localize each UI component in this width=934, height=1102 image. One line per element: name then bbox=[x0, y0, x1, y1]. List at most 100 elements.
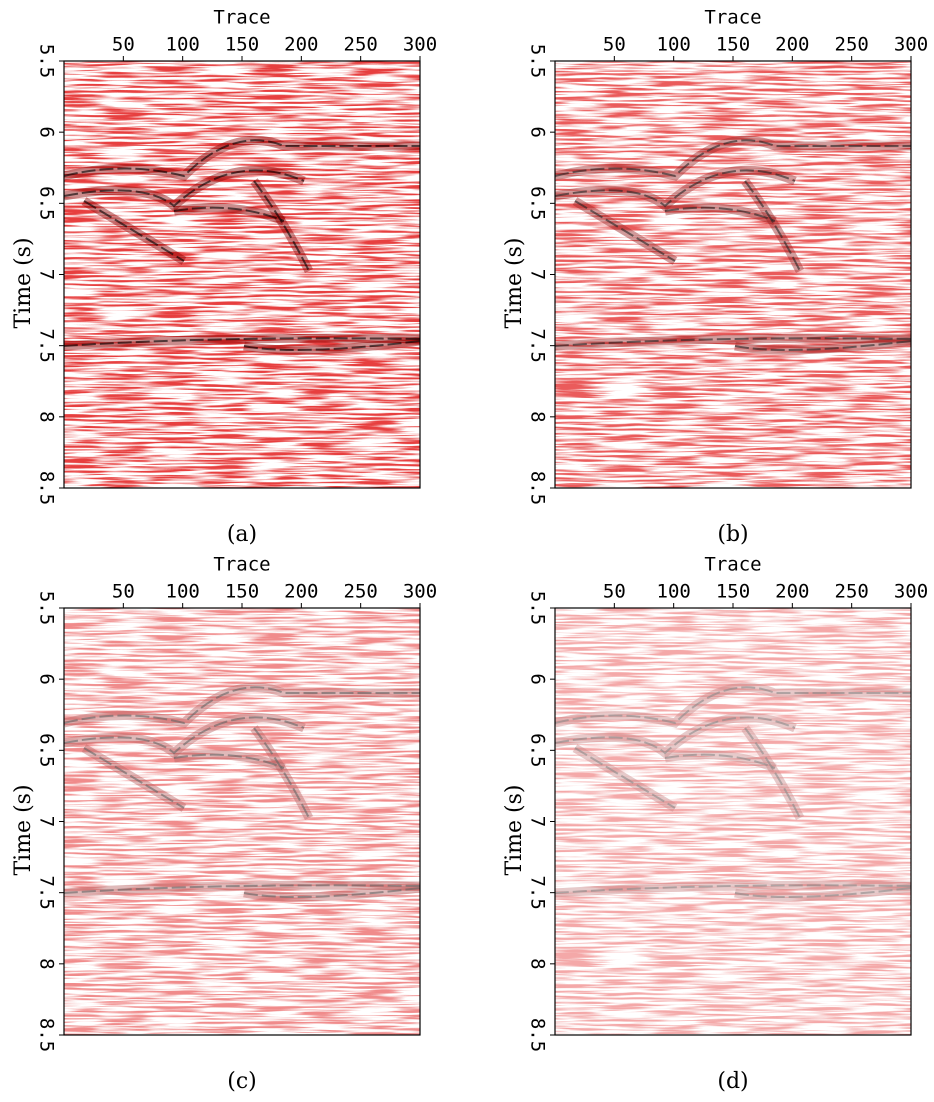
x-tick-label: 150 bbox=[716, 581, 750, 603]
reflector bbox=[555, 686, 911, 725]
x-tick-label: 300 bbox=[894, 34, 928, 56]
x-axis-title: Trace bbox=[704, 554, 761, 576]
x-tick-label: 50 bbox=[112, 34, 135, 56]
y-tick-label: 7 bbox=[527, 816, 549, 827]
x-tick-label: 100 bbox=[657, 581, 691, 603]
y-tick-label: 6.5 bbox=[527, 186, 549, 220]
caption: (b) bbox=[717, 522, 748, 547]
x-tick-label: 200 bbox=[775, 581, 809, 603]
x-axis-title: Trace bbox=[213, 554, 270, 576]
y-tick-label: 8 bbox=[527, 411, 549, 422]
y-tick-label: 8 bbox=[36, 958, 58, 969]
seismic-image bbox=[555, 61, 911, 488]
reflector bbox=[253, 180, 310, 272]
reflector bbox=[173, 206, 285, 222]
y-axis-title: Time (s) bbox=[502, 237, 527, 328]
reflector bbox=[64, 686, 420, 725]
reflector bbox=[555, 884, 911, 894]
x-tick-label: 200 bbox=[284, 581, 318, 603]
reflector bbox=[664, 750, 777, 773]
x-tick-label: 100 bbox=[166, 34, 200, 56]
y-tick-label: 7.5 bbox=[527, 329, 549, 363]
x-axis-title: Trace bbox=[213, 7, 270, 29]
y-tick-label: 7.5 bbox=[36, 329, 58, 363]
reflector bbox=[250, 725, 314, 821]
x-tick-label: 250 bbox=[835, 581, 869, 603]
x-axis-title: Trace bbox=[704, 7, 761, 29]
y-tick-label: 5.5 bbox=[36, 591, 58, 625]
reflector bbox=[555, 169, 796, 208]
y-tick-label: 7 bbox=[36, 816, 58, 827]
reflector bbox=[173, 750, 286, 773]
x-tick-label: 250 bbox=[344, 581, 378, 603]
x-tick-label: 200 bbox=[284, 34, 318, 56]
seismic-image bbox=[555, 608, 911, 1035]
y-tick-label: 7.5 bbox=[36, 876, 58, 910]
reflector bbox=[664, 206, 776, 222]
y-tick-label: 5.5 bbox=[36, 44, 58, 78]
reflector bbox=[64, 884, 420, 894]
reflector bbox=[243, 883, 420, 902]
reflector bbox=[64, 139, 420, 178]
reflector bbox=[574, 200, 676, 262]
x-tick-label: 150 bbox=[716, 34, 750, 56]
y-tick-label: 6 bbox=[36, 673, 58, 684]
panel: 50 100 150 200 250 300 5.5 6 6.5 7 7.5 8 8.5 Trace Tim… bbox=[11, 554, 437, 1095]
reflector bbox=[555, 880, 911, 898]
reflector bbox=[555, 337, 911, 347]
reflector bbox=[64, 169, 305, 208]
noise-texture bbox=[555, 608, 911, 1035]
reflector bbox=[243, 887, 420, 898]
reflector bbox=[64, 880, 420, 898]
x-tick-label: 50 bbox=[603, 34, 626, 56]
y-axis-title: Time (s) bbox=[11, 237, 36, 328]
noise-texture bbox=[555, 61, 911, 488]
panel: 50 100 150 200 250 300 5.5 6 6.5 7 7.5 8 8.5 Trace Tim… bbox=[11, 7, 437, 548]
y-tick-label: 8 bbox=[527, 958, 549, 969]
reflector bbox=[734, 340, 911, 351]
reflector bbox=[734, 883, 911, 902]
reflector bbox=[574, 747, 676, 809]
x-tick-label: 150 bbox=[225, 581, 259, 603]
y-tick-label: 5.5 bbox=[527, 591, 549, 625]
x-tick-label: 50 bbox=[112, 581, 135, 603]
x-tick-label: 250 bbox=[835, 34, 869, 56]
y-tick-label: 6 bbox=[36, 126, 58, 137]
x-tick-label: 100 bbox=[657, 34, 691, 56]
y-tick-label: 8 bbox=[36, 411, 58, 422]
reflector bbox=[64, 712, 306, 759]
x-tick-label: 300 bbox=[403, 34, 437, 56]
x-tick-label: 300 bbox=[403, 581, 437, 603]
panel: 50 100 150 200 250 300 5.5 6 6.5 7 7.5 8 8.5 Trace Tim… bbox=[502, 554, 928, 1095]
y-tick-label: 8.5 bbox=[527, 1018, 549, 1052]
y-tick-label: 6 bbox=[527, 126, 549, 137]
reflector bbox=[64, 337, 420, 347]
noise-texture bbox=[64, 608, 420, 1035]
reflector bbox=[664, 753, 776, 769]
reflector bbox=[734, 887, 911, 898]
y-tick-label: 8.5 bbox=[527, 471, 549, 505]
reflector bbox=[243, 340, 420, 351]
y-tick-label: 7 bbox=[527, 269, 549, 280]
y-tick-label: 8.5 bbox=[36, 1018, 58, 1052]
x-tick-label: 50 bbox=[603, 581, 626, 603]
reflector bbox=[744, 180, 801, 272]
y-axis-title: Time (s) bbox=[502, 784, 527, 875]
reflector bbox=[744, 727, 801, 819]
y-tick-label: 6.5 bbox=[36, 186, 58, 220]
y-tick-label: 8.5 bbox=[36, 471, 58, 505]
reflector bbox=[173, 753, 285, 769]
x-tick-label: 100 bbox=[166, 581, 200, 603]
y-axis-title: Time (s) bbox=[11, 784, 36, 875]
x-tick-label: 200 bbox=[775, 34, 809, 56]
reflector bbox=[253, 727, 310, 819]
seismic-image bbox=[64, 608, 420, 1035]
y-tick-label: 6.5 bbox=[36, 733, 58, 767]
y-tick-label: 5.5 bbox=[527, 44, 549, 78]
caption: (c) bbox=[227, 1069, 257, 1094]
reflector bbox=[572, 744, 678, 812]
noise-texture bbox=[64, 61, 420, 488]
reflector bbox=[555, 716, 796, 755]
panel: 50 100 150 200 250 300 5.5 6 6.5 7 7.5 8 8.5 Trace Tim… bbox=[502, 7, 928, 548]
